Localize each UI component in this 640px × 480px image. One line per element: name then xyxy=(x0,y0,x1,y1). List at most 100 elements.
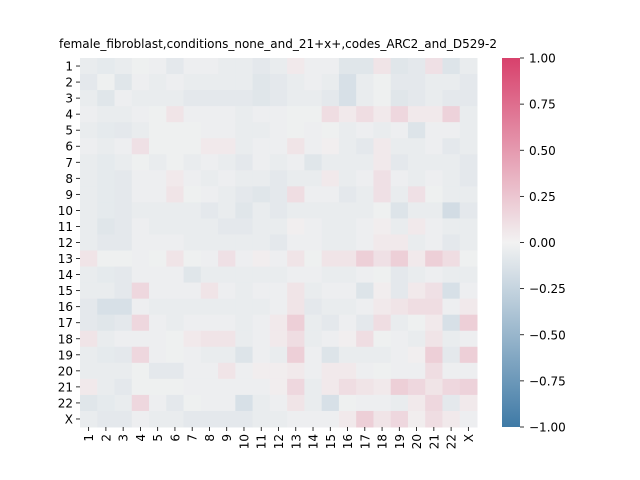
heatmap-cell xyxy=(183,410,202,428)
x-tick-label: 15 xyxy=(324,434,338,449)
heatmap-cell xyxy=(183,186,202,203)
heatmap-cell xyxy=(321,218,340,235)
heatmap-cell xyxy=(425,218,443,235)
heatmap-cell xyxy=(321,282,340,300)
heatmap-cell xyxy=(338,90,357,107)
heatmap-cell xyxy=(390,362,409,380)
heatmap-cell xyxy=(131,74,150,91)
heatmap-cell xyxy=(338,138,357,155)
heatmap-cell xyxy=(287,122,305,139)
heatmap-cell xyxy=(97,346,116,364)
y-tick-label: 15 xyxy=(58,284,73,298)
heatmap-cell xyxy=(338,266,357,284)
heatmap-cell xyxy=(252,330,271,348)
colorbar-tick-label: 0.00 xyxy=(529,236,556,250)
heatmap-cell xyxy=(149,314,167,332)
heatmap-cell xyxy=(166,314,185,332)
heatmap-cell xyxy=(321,410,340,428)
heatmap-cell xyxy=(131,394,150,412)
x-tick-label: 4 xyxy=(134,434,148,442)
heatmap-cell xyxy=(80,138,98,155)
heatmap-cell xyxy=(80,154,98,171)
heatmap-cell xyxy=(459,330,478,348)
heatmap-cell xyxy=(218,378,236,396)
heatmap-cell xyxy=(114,106,133,123)
heatmap-cell xyxy=(338,154,357,171)
heatmap-cell xyxy=(390,394,409,412)
heatmap-cell xyxy=(373,90,392,107)
heatmap-cell xyxy=(114,170,133,187)
heatmap-cell xyxy=(407,410,426,428)
heatmap-cell xyxy=(304,218,323,235)
heatmap-cell xyxy=(407,122,426,139)
heatmap-cell xyxy=(269,106,288,123)
heatmap-cell xyxy=(321,186,340,203)
heatmap-cell xyxy=(252,202,271,219)
heatmap-cell xyxy=(114,234,133,252)
heatmap-cell xyxy=(390,138,409,155)
heatmap-cell xyxy=(166,330,185,348)
heatmap-cell xyxy=(390,298,409,316)
heatmap-cell xyxy=(338,170,357,187)
heatmap-cell xyxy=(200,330,219,348)
heatmap-cell xyxy=(459,58,478,75)
heatmap-cell xyxy=(321,362,340,380)
heatmap-cell xyxy=(407,234,426,252)
heatmap-cell xyxy=(218,298,236,316)
colorbar-gradient xyxy=(502,58,520,427)
heatmap-cell xyxy=(373,330,392,348)
heatmap-cell xyxy=(287,74,305,91)
y-tick-label: 17 xyxy=(58,316,73,330)
heatmap-cell xyxy=(200,362,219,380)
heatmap-cell xyxy=(304,346,323,364)
y-tick-label: 16 xyxy=(58,300,73,314)
heatmap-cell xyxy=(131,138,150,155)
heatmap-cell xyxy=(235,170,254,187)
heatmap-cell xyxy=(166,394,185,412)
heatmap-cell xyxy=(390,58,409,75)
heatmap-cell xyxy=(287,378,305,396)
heatmap-cell xyxy=(252,122,271,139)
heatmap-cell xyxy=(183,154,202,171)
heatmap-cell xyxy=(356,186,374,203)
heatmap-cell xyxy=(131,346,150,364)
heatmap-cell xyxy=(200,122,219,139)
heatmap-cell xyxy=(131,58,150,75)
heatmap-cell xyxy=(287,186,305,203)
heatmap-cell xyxy=(114,250,133,268)
heatmap-cell xyxy=(218,154,236,171)
heatmap-cell xyxy=(235,266,254,284)
heatmap-cell xyxy=(459,394,478,412)
heatmap-cell xyxy=(183,266,202,284)
heatmap-cell xyxy=(321,74,340,91)
heatmap-cell xyxy=(114,218,133,235)
heatmap-cell xyxy=(269,346,288,364)
heatmap-cell xyxy=(338,298,357,316)
heatmap-cell xyxy=(131,90,150,107)
heatmap-cell xyxy=(459,298,478,316)
heatmap-cell xyxy=(114,282,133,300)
heatmap-cell xyxy=(442,122,461,139)
heatmap-cell xyxy=(252,282,271,300)
heatmap-cell xyxy=(459,314,478,332)
heatmap-cell xyxy=(269,234,288,252)
heatmap-cell xyxy=(304,266,323,284)
heatmap-cell xyxy=(200,346,219,364)
heatmap-cell xyxy=(80,186,98,203)
heatmap-cell xyxy=(80,282,98,300)
heatmap-cell xyxy=(425,282,443,300)
heatmap-cell xyxy=(252,362,271,380)
heatmap-cell xyxy=(114,90,133,107)
y-tick-label: 6 xyxy=(65,140,73,154)
heatmap-cell xyxy=(442,250,461,268)
heatmap-cell xyxy=(149,378,167,396)
heatmap-cell xyxy=(183,202,202,219)
heatmap-cell xyxy=(338,58,357,75)
heatmap-cell xyxy=(131,378,150,396)
heatmap-cell xyxy=(218,282,236,300)
heatmap-cell xyxy=(200,266,219,284)
heatmap-cell xyxy=(390,202,409,219)
heatmap-cell xyxy=(269,282,288,300)
heatmap-cell xyxy=(200,186,219,203)
heatmap-cell xyxy=(338,106,357,123)
